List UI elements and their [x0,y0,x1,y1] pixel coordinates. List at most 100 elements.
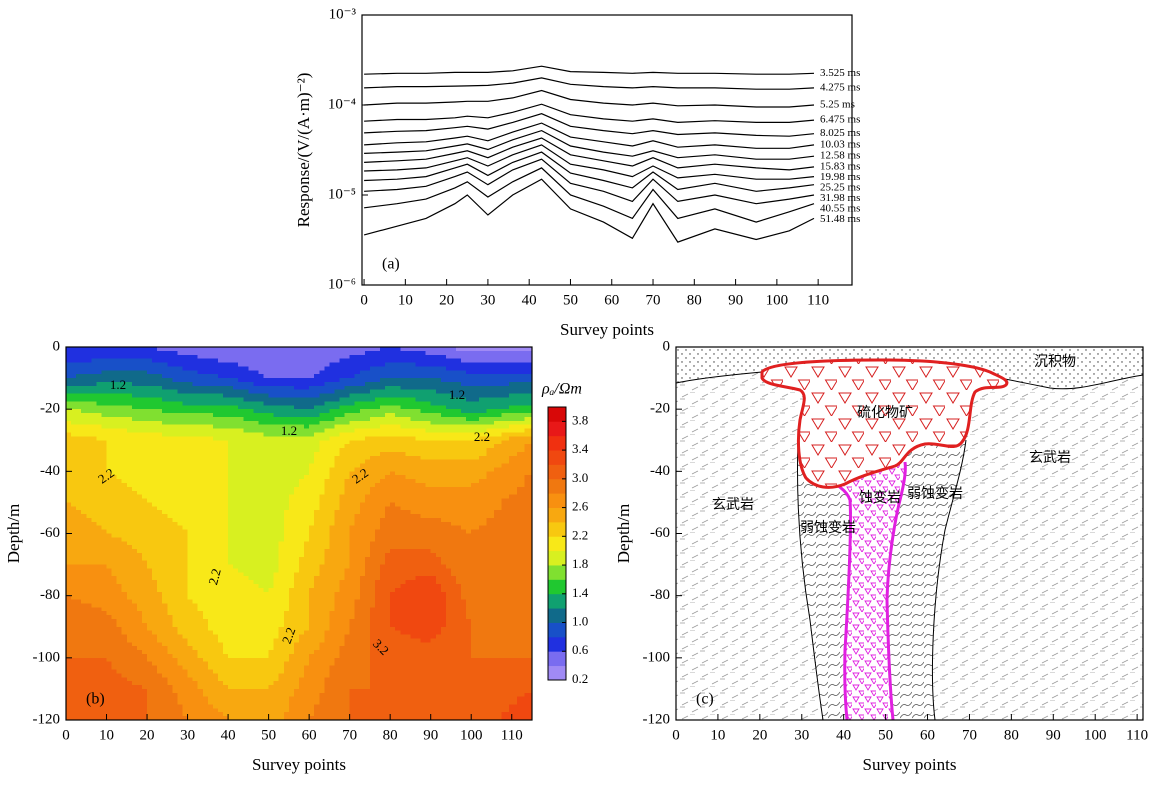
contour-cell [501,479,510,484]
contour-cell [430,545,437,550]
contour-cell [435,486,442,492]
contour-cell [400,374,406,379]
contour-cell [405,537,412,542]
contour-cell [202,459,209,465]
contour-cell [420,475,427,480]
contour-cell [349,537,356,542]
contour-cell [182,541,189,546]
contour-cell [435,350,442,356]
contour-cell [177,455,184,461]
contour-cell [430,525,437,531]
contour-cell [324,475,330,480]
contour-cell [217,463,224,469]
contour-cell [233,510,239,515]
contour-cell [152,409,158,414]
contour-cell [258,397,265,402]
contour-cell [524,389,533,395]
contour-cell [374,420,381,426]
contour-cell [364,381,371,387]
contour-cell [415,506,422,511]
contour-cell [309,424,315,430]
contour-cell [329,455,336,461]
contour-cell [420,389,427,395]
contour-cell [162,552,168,558]
contour-cell [182,463,189,469]
contour-cell [172,409,179,414]
contour-cell [233,463,239,469]
contour-cell [430,467,437,472]
contour-cell [471,475,480,480]
contour-cell [501,529,510,535]
contour-cell [461,385,467,391]
contour-cell [400,502,406,507]
contour-cell [106,354,113,360]
contour-cell [334,444,341,449]
contour-cell [494,440,503,445]
contour-cell [293,529,300,535]
contour-cell [96,448,103,453]
contour-cell [258,490,265,496]
contour-cell [212,506,219,511]
contour-cell [147,448,153,453]
contour-cell [390,440,396,445]
contour-cell [228,358,234,364]
contour-cell [319,444,325,449]
contour-cell [238,409,244,414]
contour-cell [228,436,234,441]
contour-cell [405,552,412,558]
contour-cell [136,498,143,504]
contour-cell [344,521,351,527]
contour-cell [76,510,82,515]
contour-cell [390,378,396,383]
contour-cell [440,397,447,402]
contour-cell [334,541,341,546]
contour-cell [81,432,87,437]
contour-cell [192,424,199,430]
x-axis-label: Survey points [560,320,654,339]
contour-cell [177,362,184,368]
contour-cell [369,358,376,364]
contour-cell [450,405,457,410]
contour-cell [509,362,518,368]
contour-cell [324,510,330,515]
contour-cell [314,370,320,375]
contour-cell [81,490,87,496]
contour-cell [293,354,300,360]
contour-cell [136,541,143,546]
contour-cell [177,510,184,515]
contour-cell [380,482,386,488]
contour-cell [278,482,285,488]
contour-cell [192,475,199,480]
contour-cell [212,432,219,437]
contour-cell [76,444,82,449]
contour-cell [309,366,315,371]
contour-cell [202,389,209,395]
contour-cell [283,486,290,492]
contour-cell [334,517,341,523]
contour-cell [187,374,194,379]
contour-cell [334,463,341,469]
contour-cell [192,354,199,360]
contour-cell [101,362,108,368]
contour-cell [435,517,442,523]
contour-cell [501,354,510,360]
contour-cell [364,405,371,410]
contour-cell [304,525,310,531]
contour-cell [309,506,315,511]
contour-cell [299,370,305,375]
contour-cell [81,475,87,480]
contour-cell [359,463,366,469]
contour-cell [494,471,503,476]
contour-cell [177,506,184,511]
contour-cell [450,432,457,437]
contour-cell [293,514,300,519]
contour-cell [390,350,396,356]
contour-cell [81,506,87,511]
contour-cell [126,494,133,500]
contour-cell [136,448,143,453]
contour-cell [141,401,148,406]
contour-cell [253,545,260,550]
contour-cell [390,471,396,476]
contour-cell [238,385,244,391]
contour-cell [324,385,330,391]
